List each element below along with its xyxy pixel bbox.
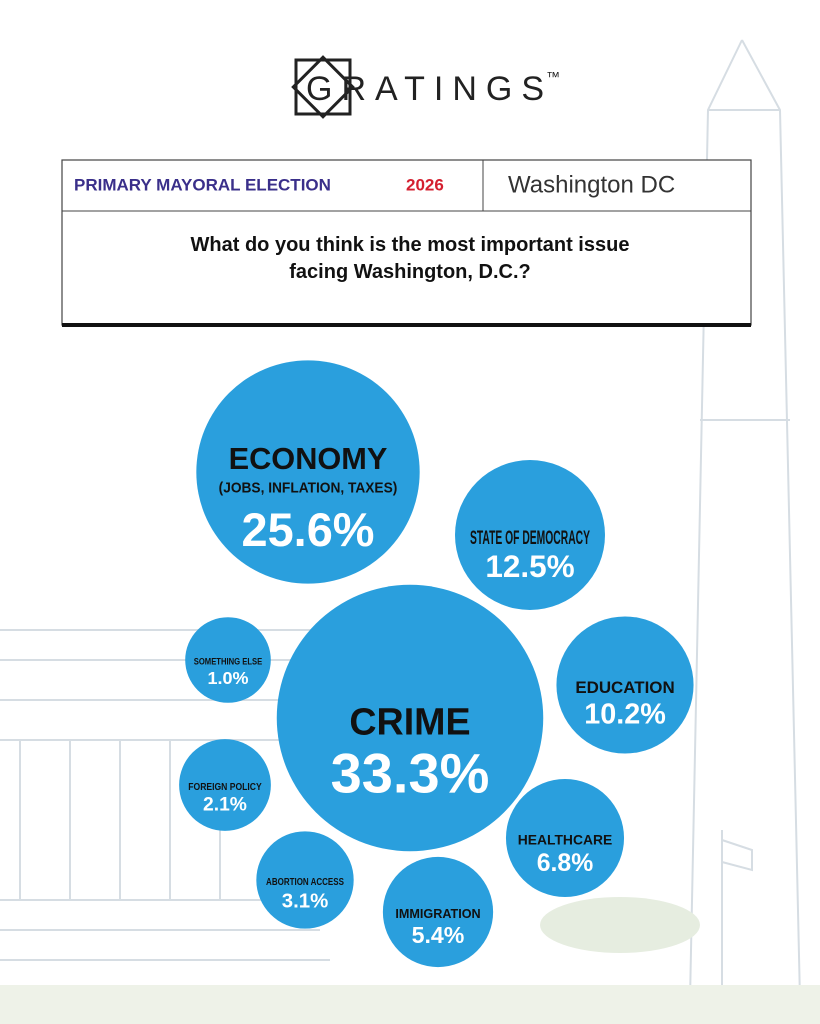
bubble-label: IMMIGRATION — [395, 907, 480, 921]
bubble-value: 10.2% — [584, 698, 666, 730]
bubble-value: 2.1% — [203, 795, 247, 816]
bubble — [276, 584, 544, 852]
bubble-label: STATE OF DEMOCRACY — [470, 528, 590, 549]
bubble — [256, 831, 354, 929]
logo-square — [294, 58, 352, 116]
bubble-label: SOMETHING ELSE — [194, 657, 262, 667]
logo: GRATINGS ™ — [291, 55, 560, 119]
bubble-label: CRIME — [349, 701, 470, 743]
bubble-value: 6.8% — [537, 850, 593, 877]
bubble-note: (JOBS, INFLATION, TAXES) — [219, 481, 398, 497]
bubble — [556, 616, 694, 754]
background-sketch — [0, 39, 820, 1024]
bubble-value: 3.1% — [282, 889, 329, 912]
bubble — [455, 460, 605, 610]
bubble-label: ABORTION ACCESS — [266, 876, 344, 888]
question-wrap: What do you think is the most important … — [190, 234, 630, 283]
bubble-value: 12.5% — [485, 548, 574, 584]
brand: GRATINGS — [306, 70, 553, 108]
bubble — [196, 360, 420, 584]
bubble-value: 5.4% — [412, 922, 465, 948]
bubble — [382, 856, 494, 968]
bubble-value: 1.0% — [208, 668, 249, 688]
bubble-value: 25.6% — [242, 504, 375, 556]
header-box: PRIMARY MAYORAL ELECTION 2026 Washington… — [61, 159, 752, 327]
bubble-label: FOREIGN POLICY — [188, 782, 262, 793]
question: What do you think is the most important … — [190, 234, 630, 283]
bubble — [505, 778, 625, 898]
bubble — [185, 617, 271, 703]
bubble-label: HEALTHCARE — [518, 832, 612, 848]
bubble-value: 33.3% — [331, 742, 490, 805]
bubble — [179, 739, 271, 831]
location: Washington DC — [508, 171, 675, 198]
bubble-label: ECONOMY — [229, 441, 388, 476]
bubbles: ECONOMY (JOBS, INFLATION, TAXES) 25.6% STAT… — [179, 360, 694, 968]
trademark: ™ — [546, 69, 560, 85]
election-year: 2026 — [406, 175, 444, 194]
election-label: PRIMARY MAYORAL ELECTION — [74, 175, 331, 194]
bubble-label: EDUCATION — [575, 678, 674, 697]
logo-diamond — [291, 55, 355, 119]
